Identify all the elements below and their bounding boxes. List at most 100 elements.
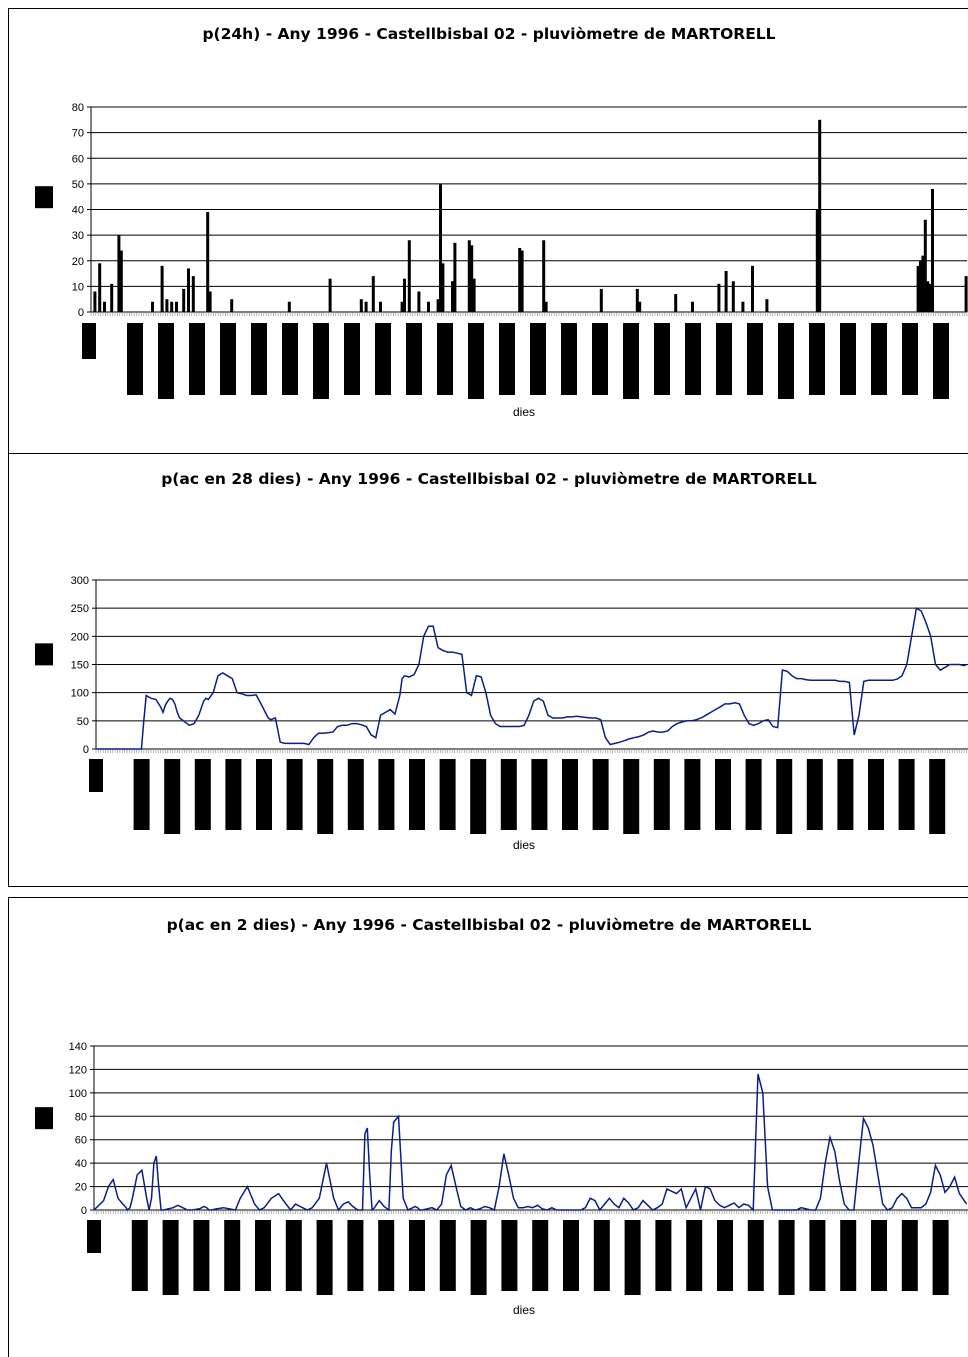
bar — [182, 288, 186, 312]
x-tick-label-block — [530, 323, 546, 395]
x-tick-label-block — [285, 1220, 302, 1291]
bar — [741, 301, 745, 312]
x-tick-label-block — [776, 759, 793, 834]
x-tick-label-block — [653, 759, 670, 830]
x-tick-label-block — [501, 1220, 518, 1291]
y-tick-label: 20 — [72, 256, 84, 268]
bar — [731, 281, 735, 312]
bar — [407, 240, 411, 312]
x-tick-label-block — [685, 323, 701, 395]
x-tick-label-block — [189, 323, 205, 395]
x-tick-label-block — [932, 1220, 949, 1295]
y-tick-label: 60 — [72, 153, 84, 165]
series-line — [96, 607, 967, 750]
bar — [674, 294, 678, 312]
x-tick-label-block — [532, 1220, 549, 1291]
bar — [467, 240, 471, 312]
chart-plot-2day: 0 20 40 60 80 100 120 140 — [35, 1041, 968, 1295]
y-tick-label: 60 — [75, 1135, 87, 1147]
chart-title: p(ac en 2 dies) - Any 1996 - Castellbisb… — [166, 916, 812, 934]
x-tick-label-block — [470, 759, 487, 834]
x-tick-label-block — [901, 1220, 918, 1291]
x-tick-label-block — [715, 759, 731, 830]
bar — [151, 301, 154, 312]
x-tick-label-block — [437, 323, 453, 395]
x-tick-label-block — [593, 1220, 610, 1291]
bar — [765, 299, 769, 312]
bar — [110, 283, 114, 312]
bar — [544, 301, 548, 312]
bar — [638, 301, 642, 312]
y-tick-label: 20 — [75, 1182, 87, 1194]
bar — [916, 265, 920, 312]
x-tick-label-block — [131, 1220, 148, 1291]
x-tick-label-block — [747, 323, 763, 395]
bar — [119, 250, 123, 312]
y-tick-label: 80 — [72, 102, 84, 114]
x-tick-label-block — [531, 759, 548, 830]
x-tick-label-block — [133, 759, 150, 830]
x-tick-label-block — [806, 759, 823, 830]
x-tick-label-block — [840, 323, 856, 395]
x-tick-label-block — [164, 759, 181, 834]
bar — [160, 265, 164, 312]
chart-panel-2day: p(ac en 2 dies) - Any 1996 - Castellbisb… — [8, 897, 968, 1357]
x-tick-label-block — [623, 323, 639, 399]
x-tick-label-block — [747, 1220, 764, 1291]
bar — [328, 278, 332, 312]
x-tick-label-block — [809, 1220, 826, 1291]
x-tick-label-block — [224, 1220, 241, 1291]
x-tick-label-block — [87, 1220, 101, 1253]
x-tick-label-block — [256, 759, 272, 830]
bar — [175, 301, 178, 312]
bar — [98, 263, 102, 312]
bar — [441, 263, 445, 312]
x-tick-label-block — [378, 759, 395, 830]
bar — [427, 301, 430, 312]
bar — [815, 209, 819, 312]
x-axis-label: dies — [512, 838, 535, 852]
y-tick-label: 40 — [72, 205, 84, 217]
y-tick-label: 10 — [72, 281, 84, 293]
x-tick-label-block — [316, 1220, 333, 1295]
bar — [379, 301, 382, 312]
x-tick-label-block — [220, 323, 236, 395]
bar — [287, 301, 291, 312]
y-tick-label: 0 — [83, 744, 89, 756]
y-tick-label: 120 — [69, 1064, 87, 1076]
x-tick-label-block — [193, 1220, 210, 1291]
x-tick-label-block — [623, 759, 640, 834]
bar — [93, 291, 97, 312]
y-tick-label: 0 — [78, 307, 84, 319]
x-tick-label-block — [871, 1220, 887, 1291]
x-tick-label-block — [162, 1220, 179, 1295]
bar — [403, 278, 406, 312]
bar — [921, 255, 925, 312]
bar — [518, 247, 522, 312]
x-tick-label-block — [255, 1220, 271, 1291]
bar — [599, 288, 603, 312]
bar — [919, 260, 922, 312]
x-tick-label-block — [347, 759, 364, 830]
bar — [472, 278, 476, 312]
bar — [359, 299, 363, 312]
y-axis-title-block — [35, 1107, 53, 1130]
x-tick-label-block — [313, 323, 329, 399]
bar — [926, 281, 930, 312]
bar — [451, 281, 454, 312]
x-tick-label-block — [378, 1220, 395, 1291]
x-tick-label-block — [837, 759, 854, 830]
x-tick-label-block — [409, 1220, 425, 1291]
y-tick-label: 250 — [71, 603, 89, 615]
bar — [191, 276, 195, 312]
chart-plot-28day: 0 50 100 150 200 250 300 — [35, 575, 968, 834]
y-tick-label: 200 — [71, 631, 89, 643]
x-tick-label-block — [809, 323, 825, 395]
x-tick-label-block — [127, 323, 143, 395]
bar — [117, 235, 121, 312]
x-tick-label-block — [251, 323, 267, 395]
x-tick-label-block — [868, 759, 884, 830]
x-tick-label-block — [902, 323, 918, 395]
x-tick-label-block — [499, 323, 515, 395]
y-tick-label: 100 — [69, 1088, 87, 1100]
